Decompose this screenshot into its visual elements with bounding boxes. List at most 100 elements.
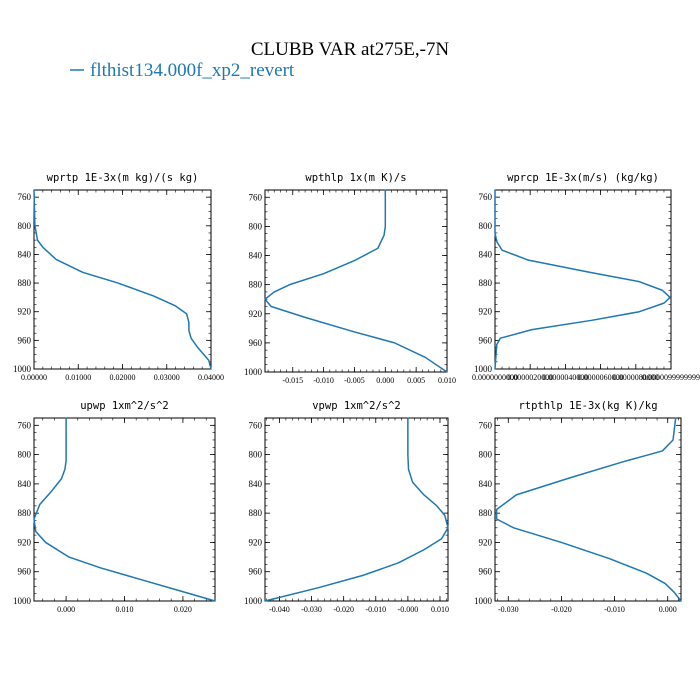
panel-upwp: upwp 1xm^2/s^2 760 800 840 880 920 960 1000 0.00… — [13, 400, 216, 614]
ytick-label: 920 — [249, 309, 263, 319]
ytick-label: 880 — [479, 508, 493, 518]
xtick-label: 0.04000 — [198, 373, 224, 382]
ytick-label: 1000 — [244, 367, 263, 377]
xtick-label: -0.010 — [365, 605, 386, 614]
xtick-label: 0.0000060000 — [578, 373, 624, 382]
ytick-label: 760 — [18, 192, 32, 202]
xtick-label: 0.01000 — [65, 373, 91, 382]
ytick-label: 800 — [479, 221, 493, 231]
ytick-label: 840 — [249, 251, 263, 261]
ytick-label: 960 — [249, 338, 263, 348]
ytick-label: 760 — [479, 192, 493, 202]
panels: wprtp 1E-3x(m kg)/(s kg) 760 800 840 880 920 9… — [13, 172, 700, 614]
ytick-label: 1000 — [474, 364, 493, 374]
ytick-label: 960 — [479, 567, 493, 577]
ytick-label: 760 — [18, 420, 32, 430]
ytick-label: 880 — [249, 280, 263, 290]
ytick-label: 880 — [18, 278, 32, 288]
xtick-label: -0.020 — [333, 605, 354, 614]
xtick-label: 0.02000 — [110, 373, 136, 382]
ytick-label: 960 — [479, 335, 493, 345]
xtick-label: 0.0000080000 — [613, 373, 659, 382]
xtick-label: -0.020 — [551, 605, 572, 614]
xtick-label: 0.0000020000 — [507, 373, 553, 382]
ytick-label: 1000 — [13, 364, 32, 374]
ytick-label: 800 — [18, 450, 32, 460]
xtick-label: 0.005 — [407, 376, 425, 385]
panel-wprtp: wprtp 1E-3x(m kg)/(s kg) 760 800 840 880 920 9… — [13, 172, 224, 382]
ytick-label: 920 — [249, 537, 263, 547]
series-line-wprcp — [494, 189, 671, 370]
ytick-label: 880 — [18, 508, 32, 518]
plot-frame-wpthlp — [264, 189, 448, 373]
series-line-wpthlp — [264, 189, 448, 373]
xtick-label: 0.00000 — [21, 373, 47, 382]
plot-frame-wprtp — [33, 189, 212, 370]
ytick-label: 880 — [479, 278, 493, 288]
ytick-label: 1000 — [13, 596, 32, 606]
xtick-label: -0.040 — [269, 605, 290, 614]
series-line-upwp — [33, 417, 216, 602]
xtick-label: 0.03000 — [154, 373, 180, 382]
ytick-label: 760 — [479, 420, 493, 430]
panel-title-wprtp: wprtp 1E-3x(m kg)/(s kg) — [47, 172, 199, 184]
ytick-label: 800 — [249, 450, 263, 460]
xtick-label: -0.005 — [344, 376, 365, 385]
ytick-label: 760 — [249, 192, 263, 202]
panel-title-wpthlp: wpthlp 1x(m K)/s — [305, 172, 406, 184]
ytick-label: 760 — [249, 420, 263, 430]
ytick-label: 960 — [249, 567, 263, 577]
panel-title-wprcp: wprcp 1E-3x(m/s) (kg/kg) — [507, 172, 659, 184]
series-line-vpwp — [264, 417, 449, 602]
xtick-label: 0.020 — [174, 605, 192, 614]
xtick-label: 0.0000000000 — [472, 373, 518, 382]
xtick-label: 0.010 — [438, 376, 456, 385]
ytick-label: 920 — [479, 537, 493, 547]
legend-label: flthist134.000f_xp2_revert — [90, 60, 295, 81]
xtick-label: -0.000 — [398, 605, 419, 614]
ytick-label: 960 — [18, 567, 32, 577]
panel-wprcp: wprcp 1E-3x(m/s) (kg/kg) 760 800 840 880 920 9… — [472, 172, 700, 382]
ytick-label: 960 — [18, 335, 32, 345]
xtick-label: 0.000 — [57, 605, 75, 614]
legend: flthist134.000f_xp2_revert — [70, 60, 295, 81]
panel-wpthlp: wpthlp 1x(m K)/s 760 800 840 880 920 960 1000 -0… — [244, 172, 456, 385]
panel-title-rtpthlp: rtpthlp 1E-3x(kg K)/kg — [518, 400, 657, 412]
plot-frame-wprcp — [494, 189, 672, 370]
plot-frame-upwp — [33, 417, 216, 602]
panel-title-vpwp: vpwp 1xm^2/s^2 — [312, 400, 401, 412]
ytick-label: 880 — [249, 508, 263, 518]
minor-ticks-wprtp — [33, 189, 212, 370]
minor-ticks-wpthlp — [265, 189, 448, 373]
panel-rtpthlp: rtpthlp 1E-3x(kg K)/kg 760 800 840 880 920 960… — [474, 400, 682, 614]
panel-title-upwp: upwp 1xm^2/s^2 — [80, 400, 169, 412]
xtick-label: 0.0000099999999 — [642, 373, 700, 382]
plot-frame-rtpthlp — [494, 417, 682, 602]
xtick-label: -0.030 — [498, 605, 519, 614]
ytick-label: 840 — [249, 479, 263, 489]
ytick-label: 840 — [18, 479, 32, 489]
minor-ticks-upwp — [34, 417, 215, 602]
series-line-rtpthlp — [495, 417, 682, 602]
ytick-label: 840 — [479, 479, 493, 489]
xtick-label: 0.000 — [659, 605, 677, 614]
xtick-label: 0.010 — [431, 605, 449, 614]
xtick-label: 0.010 — [116, 605, 134, 614]
ytick-label: 920 — [18, 537, 32, 547]
xtick-label: 0.0000040000 — [542, 373, 588, 382]
ytick-label: 1000 — [244, 596, 263, 606]
ytick-label: 800 — [18, 221, 32, 231]
xtick-label: 0.000 — [376, 376, 394, 385]
ytick-label: 840 — [18, 249, 32, 259]
figure-title: CLUBB VAR at275E,-7N — [251, 39, 450, 60]
plot-frame-vpwp — [264, 417, 449, 602]
minor-ticks-vpwp — [265, 417, 448, 602]
xtick-label: -0.015 — [282, 376, 303, 385]
minor-ticks-wprcp — [494, 189, 672, 370]
ytick-label: 800 — [249, 221, 263, 231]
xtick-label: -0.010 — [313, 376, 334, 385]
ytick-label: 920 — [479, 307, 493, 317]
xtick-label: -0.010 — [604, 605, 625, 614]
minor-ticks-rtpthlp — [495, 417, 681, 602]
